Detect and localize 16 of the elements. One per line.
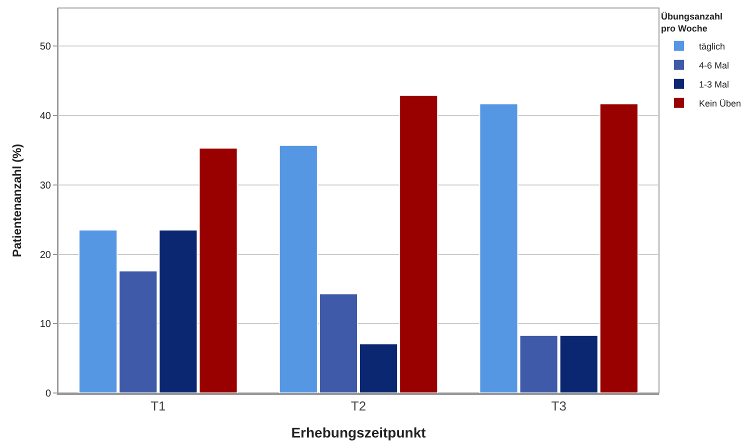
x-tick-label: T1	[150, 398, 166, 414]
legend-label: Kein Üben	[699, 98, 742, 108]
y-tick-label: 10	[40, 319, 52, 330]
y-tick-label: 50	[40, 42, 52, 53]
y-axis-title: Patientenanzahl (%)	[10, 144, 24, 258]
x-tick-label: T3	[551, 398, 566, 414]
legend-label: 4-6 Mal	[699, 60, 730, 70]
y-tick-label: 20	[40, 250, 52, 261]
y-tick-label: 0	[45, 388, 52, 400]
x-tick-label: T2	[350, 398, 366, 414]
legend-label: täglich	[699, 41, 726, 52]
legend-title: Übungsanzahl pro Woche	[661, 12, 723, 34]
y-tick-label: 40	[40, 111, 52, 122]
legend-label: 1-3 Mal	[699, 79, 730, 90]
y-tick-label: 30	[40, 180, 52, 192]
x-axis-title: Erhebungszeitpunkt	[291, 424, 426, 440]
